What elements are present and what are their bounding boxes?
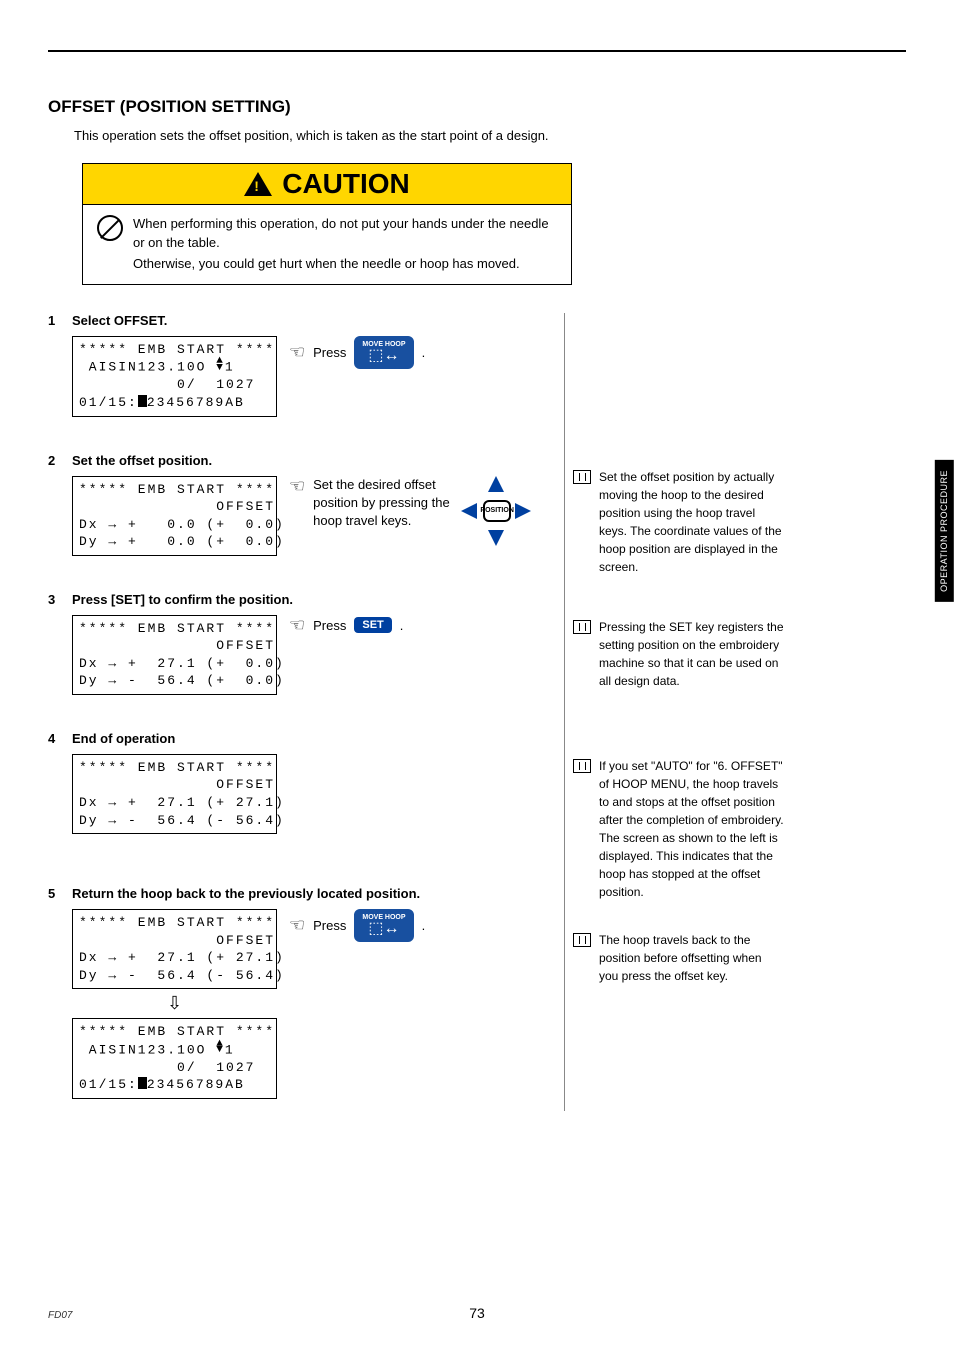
- caution-line2: Otherwise, you could get hurt when the n…: [133, 255, 557, 274]
- period: .: [422, 345, 426, 360]
- side-tab: OPERATION PROCEDURE: [935, 460, 954, 602]
- note-icon: [573, 470, 591, 484]
- intro-text: This operation sets the offset position,…: [74, 127, 906, 145]
- caution-title: CAUTION: [282, 168, 410, 200]
- note-text: Pressing the SET key registers the setti…: [599, 618, 784, 690]
- caution-line1: When performing this operation, do not p…: [133, 215, 557, 253]
- period: .: [400, 618, 404, 633]
- step-2: 2 Set the offset position. ***** EMB STA…: [48, 453, 538, 580]
- note-icon: [573, 933, 591, 947]
- down-arrow-icon: ⇩: [72, 993, 277, 1014]
- page-number: 73: [0, 1305, 954, 1321]
- prohibit-icon: [97, 215, 123, 241]
- top-rule: [48, 50, 906, 52]
- step-title: End of operation: [72, 731, 538, 746]
- hoop-icon: ⬚↔: [368, 921, 399, 937]
- action-text: Set the desired offset position by press…: [313, 476, 453, 531]
- lcd-screen: ***** EMB START **** AISIN123.10O ▲▼1 0/…: [72, 1018, 277, 1099]
- lcd-screen: ***** EMB START **** AISIN123.10O ▲▼1 0/…: [72, 336, 277, 417]
- set-button[interactable]: SET: [354, 617, 391, 633]
- caution-text: When performing this operation, do not p…: [133, 215, 557, 274]
- step-num: 1: [48, 313, 72, 441]
- note-text: The hoop travels back to the position be…: [599, 931, 784, 985]
- dpad[interactable]: POSITION: [461, 476, 531, 546]
- step-4: 4 End of operation ***** EMB START **** …: [48, 731, 538, 874]
- note-2: Pressing the SET key registers the setti…: [573, 618, 784, 690]
- right-column: Set the offset position by actually movi…: [564, 313, 784, 1111]
- press-label: Press: [313, 918, 346, 933]
- dpad-down-icon[interactable]: [488, 530, 504, 546]
- step-3: 3 Press [SET] to confirm the position. *…: [48, 592, 538, 719]
- finger-icon: ☞: [289, 476, 305, 497]
- step-num: 3: [48, 592, 72, 719]
- note-icon: [573, 759, 591, 773]
- step-title: Press [SET] to confirm the position.: [72, 592, 538, 607]
- step-1: 1 Select OFFSET. ***** EMB START **** AI…: [48, 313, 538, 441]
- lcd-screen: ***** EMB START **** OFFSET Dx → + 27.1 …: [72, 754, 277, 834]
- note-icon: [573, 620, 591, 634]
- note-4: The hoop travels back to the position be…: [573, 931, 784, 985]
- dpad-right-icon[interactable]: [515, 503, 531, 519]
- dpad-center-button[interactable]: POSITION: [483, 500, 511, 522]
- note-text: Set the offset position by actually movi…: [599, 468, 784, 576]
- finger-icon: ☞: [289, 342, 305, 363]
- dpad-left-icon[interactable]: [461, 503, 477, 519]
- caution-box: CAUTION When performing this operation, …: [82, 163, 572, 285]
- hoop-icon: ⬚↔: [368, 348, 399, 364]
- step-title: Return the hoop back to the previously l…: [72, 886, 538, 901]
- press-label: Press: [313, 618, 346, 633]
- step-title: Select OFFSET.: [72, 313, 538, 328]
- step-num: 4: [48, 731, 72, 874]
- step-num: 5: [48, 886, 72, 1099]
- note-3: If you set "AUTO" for "6. OFFSET" of HOO…: [573, 757, 784, 901]
- note-text: If you set "AUTO" for "6. OFFSET" of HOO…: [599, 757, 784, 901]
- section-title: OFFSET (POSITION SETTING): [48, 97, 906, 117]
- finger-icon: ☞: [289, 915, 305, 936]
- press-label: Press: [313, 345, 346, 360]
- step-5: 5 Return the hoop back to the previously…: [48, 886, 538, 1099]
- move-hoop-button[interactable]: MOVE HOOP ⬚↔: [354, 909, 413, 942]
- step-title: Set the offset position.: [72, 453, 538, 468]
- move-hoop-button[interactable]: MOVE HOOP ⬚↔: [354, 336, 413, 369]
- finger-icon: ☞: [289, 615, 305, 636]
- left-column: 1 Select OFFSET. ***** EMB START **** AI…: [48, 313, 538, 1111]
- lcd-screen: ***** EMB START **** OFFSET Dx → + 27.1 …: [72, 909, 277, 989]
- period: .: [422, 918, 426, 933]
- warning-triangle-icon: [244, 172, 272, 196]
- note-1: Set the offset position by actually movi…: [573, 468, 784, 576]
- caution-header: CAUTION: [83, 164, 571, 205]
- lcd-screen: ***** EMB START **** OFFSET Dx → + 27.1 …: [72, 615, 277, 695]
- dpad-up-icon[interactable]: [488, 476, 504, 492]
- step-num: 2: [48, 453, 72, 580]
- lcd-screen: ***** EMB START **** OFFSET Dx → + 0.0 (…: [72, 476, 277, 556]
